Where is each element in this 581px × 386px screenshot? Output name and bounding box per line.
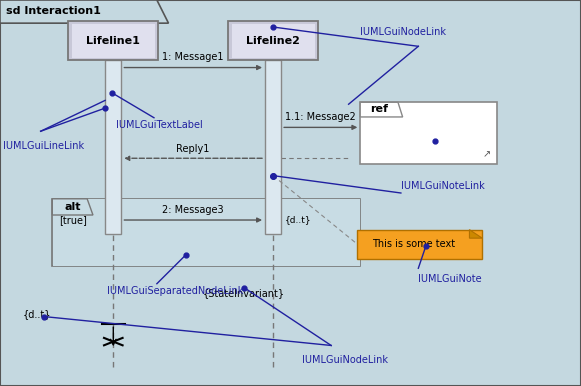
Text: IUMLGuiNodeLink: IUMLGuiNodeLink: [302, 355, 388, 365]
FancyBboxPatch shape: [69, 21, 158, 60]
FancyBboxPatch shape: [228, 21, 318, 60]
FancyBboxPatch shape: [265, 60, 281, 234]
FancyBboxPatch shape: [52, 199, 360, 266]
FancyBboxPatch shape: [357, 230, 482, 259]
Text: IUMLGuiNoteLink: IUMLGuiNoteLink: [401, 181, 485, 191]
Text: IUMLGuiNodeLink: IUMLGuiNodeLink: [360, 27, 446, 37]
Text: 1.1: Message2: 1.1: Message2: [285, 112, 356, 122]
Text: [true]: [true]: [59, 215, 87, 225]
Text: {StateInvariant}: {StateInvariant}: [203, 288, 285, 298]
FancyBboxPatch shape: [53, 199, 360, 266]
Text: Lifeline1: Lifeline1: [87, 36, 140, 46]
Text: sd Interaction1: sd Interaction1: [6, 6, 101, 16]
Text: This is some text: This is some text: [372, 239, 455, 249]
Text: Reply1: Reply1: [177, 144, 210, 154]
Polygon shape: [0, 0, 168, 23]
Text: alt: alt: [64, 201, 81, 212]
Text: IUMLGuiLineLink: IUMLGuiLineLink: [3, 141, 84, 151]
Text: ↗: ↗: [482, 149, 490, 159]
Text: Lifeline2: Lifeline2: [246, 36, 300, 46]
Text: IUMLGuiNote: IUMLGuiNote: [418, 274, 482, 284]
FancyBboxPatch shape: [360, 102, 497, 164]
Text: ref: ref: [370, 104, 388, 114]
Text: IUMLGuiTextLabel: IUMLGuiTextLabel: [116, 120, 203, 130]
Text: IUMLGuiSeparatedNodeLink: IUMLGuiSeparatedNodeLink: [107, 286, 244, 296]
Text: {d..t}: {d..t}: [22, 310, 51, 320]
FancyBboxPatch shape: [231, 24, 315, 58]
Text: 2: Message3: 2: Message3: [162, 205, 224, 215]
FancyBboxPatch shape: [105, 60, 121, 234]
Text: 1: Message1: 1: Message1: [163, 52, 224, 62]
FancyBboxPatch shape: [72, 24, 155, 58]
Polygon shape: [360, 102, 403, 117]
Polygon shape: [52, 199, 93, 215]
Text: {d..t}: {d..t}: [285, 215, 312, 225]
Polygon shape: [469, 230, 482, 238]
